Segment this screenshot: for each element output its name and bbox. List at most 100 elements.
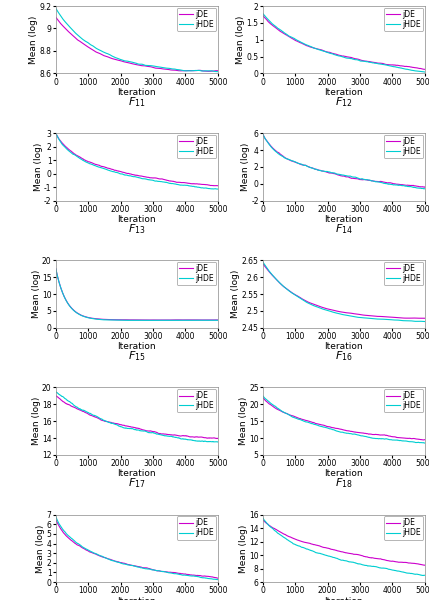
jHDE [70,400,75,407]
jHDE [164,179,169,186]
jDE [119,559,124,566]
jHDE [390,436,395,443]
jHDE [215,317,220,324]
Text: $F_{15}$: $F_{15}$ [128,349,145,363]
jDE [332,50,337,58]
jHDE [387,566,392,573]
jDE [70,305,75,313]
jDE [277,149,282,157]
Line: jHDE: jHDE [56,133,218,189]
Y-axis label: Mean (log): Mean (log) [29,16,38,64]
jHDE [387,436,392,443]
jDE [422,66,427,73]
Legend: jDE, jHDE: jDE, jHDE [177,8,216,31]
jHDE [164,433,169,440]
jHDE [372,434,377,442]
jHDE [70,26,75,33]
jDE [372,554,377,562]
X-axis label: Iteration: Iteration [118,469,156,478]
jDE [260,130,266,137]
jDE [421,436,426,443]
Line: jDE: jDE [263,398,425,440]
Text: $F_{12}$: $F_{12}$ [335,95,353,109]
jDE [387,433,392,440]
jHDE [372,315,377,322]
Line: jHDE: jHDE [56,269,218,320]
jDE [165,316,170,323]
jDE [387,179,392,187]
jDE [119,316,124,323]
jDE [124,59,130,66]
jDE [53,14,58,21]
Y-axis label: Mean (log): Mean (log) [239,524,248,572]
jDE [179,432,184,439]
Line: jDE: jDE [56,520,218,578]
jDE [277,27,282,34]
jDE [53,392,58,400]
Line: jDE: jDE [263,16,425,70]
jDE [332,170,337,177]
jHDE [260,514,266,521]
jDE [332,307,337,314]
X-axis label: Iteration: Iteration [118,88,156,97]
jHDE [179,436,184,443]
jDE [260,12,266,19]
jHDE [182,572,187,579]
jDE [372,59,377,66]
jDE [53,130,58,137]
jDE [182,432,187,439]
Line: jDE: jDE [263,263,425,319]
jDE [326,545,331,552]
jHDE [387,62,392,70]
jHDE [326,307,331,314]
X-axis label: Iteration: Iteration [324,469,363,478]
X-axis label: Iteration: Iteration [118,596,156,600]
jDE [215,435,220,442]
jDE [326,305,331,313]
jDE [70,149,75,156]
jDE [277,528,282,535]
jDE [422,184,427,191]
jHDE [164,317,169,324]
jDE [390,557,395,565]
jDE [179,179,184,186]
jDE [390,179,395,187]
Text: $F_{17}$: $F_{17}$ [128,476,145,490]
Line: jHDE: jHDE [56,392,218,442]
jDE [332,546,337,553]
jDE [164,568,169,575]
jHDE [277,151,282,158]
jDE [422,562,427,569]
jHDE [422,185,427,193]
Legend: jDE, jHDE: jDE, jHDE [177,516,216,539]
jHDE [277,530,282,538]
jHDE [164,65,169,72]
jHDE [421,185,426,193]
jHDE [182,67,187,74]
jDE [260,517,266,524]
Line: jDE: jDE [263,134,425,187]
jHDE [119,560,124,567]
jHDE [164,569,169,576]
jHDE [372,59,377,67]
jHDE [215,68,220,75]
Legend: jDE, jHDE: jDE, jHDE [384,262,423,285]
jHDE [326,169,331,176]
jHDE [422,318,427,325]
jDE [70,538,75,545]
Legend: jDE, jHDE: jDE, jHDE [177,134,216,158]
jDE [182,179,187,186]
jDE [215,316,220,323]
Legend: jDE, jHDE: jDE, jHDE [384,8,423,31]
jDE [215,435,220,442]
jHDE [179,67,184,74]
jDE [215,182,220,190]
jDE [124,560,130,568]
jDE [215,67,220,74]
jDE [53,516,58,523]
jDE [164,431,169,438]
jDE [422,314,427,322]
Line: jDE: jDE [56,17,218,71]
jHDE [124,561,130,568]
Legend: jDE, jHDE: jDE, jHDE [384,516,423,539]
